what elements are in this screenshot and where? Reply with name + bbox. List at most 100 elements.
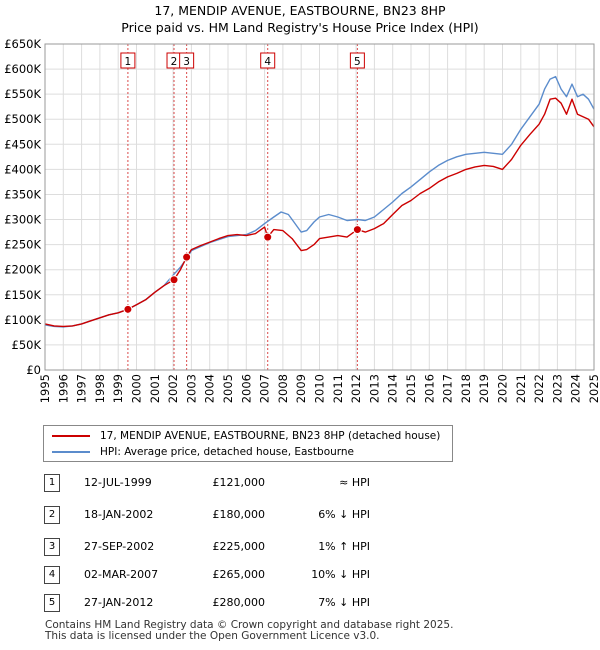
- legend-label-property: 17, MENDIP AVENUE, EASTBOURNE, BN23 8HP …: [100, 430, 441, 442]
- sale-label-number: 1: [125, 56, 132, 68]
- x-tick-label: 2003: [184, 374, 198, 403]
- footer-copyright: Contains HM Land Registry data © Crown c…: [45, 619, 454, 631]
- x-tick-label: 2019: [477, 374, 491, 403]
- x-tick-label: 2012: [349, 374, 363, 403]
- x-tick-label: 2007: [258, 374, 272, 403]
- legend-swatch-hpi: [52, 451, 90, 453]
- transaction-price: £265,000: [212, 568, 266, 581]
- chart-subtitle: Price paid vs. HM Land Registry's House …: [121, 20, 479, 35]
- transaction-number: 5: [44, 594, 60, 612]
- sale-label-number: 3: [183, 56, 190, 68]
- x-tick-label: 2013: [367, 374, 381, 403]
- x-tick-label: 2004: [203, 374, 217, 403]
- transaction-price: £280,000: [212, 596, 266, 609]
- sale-point: [263, 232, 273, 242]
- y-tick-label: £200K: [4, 263, 41, 277]
- transaction-hpi: 10% ↓ HPI: [311, 568, 370, 581]
- x-tick-label: 2009: [294, 374, 308, 403]
- property-price-line: [44, 97, 595, 328]
- grid: [44, 43, 595, 371]
- transaction-row: 3 27-SEP-2002 £225,000 1% ↑ HPI: [0, 537, 600, 557]
- transaction-row: 1 12-JUL-1999 £121,000 ≈ HPI: [0, 473, 600, 493]
- chart-title-block: 17, MENDIP AVENUE, EASTBOURNE, BN23 8HP …: [0, 2, 600, 36]
- chart-title: 17, MENDIP AVENUE, EASTBOURNE, BN23 8HP: [154, 3, 446, 18]
- y-tick-label: £50K: [12, 338, 42, 352]
- sale-point: [182, 252, 192, 262]
- sale-point: [169, 275, 179, 285]
- sale-label-number: 5: [354, 56, 361, 68]
- y-tick-label: £500K: [4, 112, 41, 126]
- series-lines: [44, 75, 595, 328]
- sale-label-number: 4: [264, 56, 271, 68]
- y-tick-label: £650K: [4, 37, 41, 51]
- transaction-price: £225,000: [212, 540, 266, 553]
- x-tick-label: 1999: [111, 374, 125, 403]
- x-tick-label: 2005: [221, 374, 235, 403]
- sale-label-box: [260, 52, 276, 69]
- y-tick-label: £100K: [4, 313, 41, 327]
- sale-point: [123, 304, 133, 314]
- transaction-date: 18-JAN-2002: [84, 508, 154, 521]
- x-tick-label: 2023: [550, 374, 564, 403]
- y-tick-label: £250K: [4, 238, 41, 252]
- transaction-price: £121,000: [212, 476, 266, 489]
- transaction-hpi: 6% ↓ HPI: [318, 508, 370, 521]
- plot-frame: [44, 43, 595, 371]
- x-tick-label: 2022: [532, 374, 546, 403]
- sale-label-box: [349, 52, 365, 69]
- x-tick-label: 2006: [239, 374, 253, 403]
- x-tick-label: 1995: [38, 374, 52, 403]
- x-tick-label: 2011: [331, 374, 345, 403]
- y-tick-label: £400K: [4, 162, 41, 176]
- footer: Contains HM Land Registry data © Crown c…: [45, 620, 453, 642]
- legend-label-hpi: HPI: Average price, detached house, East…: [100, 446, 355, 458]
- x-tick-label: 2015: [404, 374, 418, 403]
- transaction-date: 02-MAR-2007: [84, 568, 159, 581]
- x-tick-label: 2025: [587, 374, 600, 403]
- y-tick-label: £600K: [4, 62, 41, 76]
- transaction-price: £180,000: [212, 508, 266, 521]
- axes: £0 £50K £100K £150K £200K £250K £300K £350K £400…: [4, 37, 600, 403]
- legend: 17, MENDIP AVENUE, EASTBOURNE, BN23 8HP …: [43, 425, 453, 462]
- x-tick-label: 1998: [93, 374, 107, 403]
- x-tick-label: 2008: [276, 374, 290, 403]
- sale-label-number: 2: [171, 56, 178, 68]
- x-tick-label: 2018: [459, 374, 473, 403]
- x-tick-label: 2002: [166, 374, 180, 403]
- x-tick-label: 1997: [75, 374, 89, 403]
- transaction-date: 27-JAN-2012: [84, 596, 154, 609]
- legend-item-hpi: HPI: Average price, detached house, East…: [52, 444, 354, 460]
- x-tick-label: 2017: [441, 374, 455, 403]
- footer-licence: This data is licensed under the Open Gov…: [45, 630, 380, 642]
- sale-point: [352, 225, 362, 235]
- legend-swatch-property: [52, 435, 90, 437]
- x-tick-label: 2020: [496, 374, 510, 403]
- x-tick-label: 2024: [569, 374, 583, 403]
- y-tick-label: £550K: [4, 87, 41, 101]
- transaction-number: 3: [44, 538, 60, 556]
- transaction-number: 2: [44, 506, 60, 524]
- x-tick-label: 2021: [514, 374, 528, 403]
- y-tick-label: £0: [26, 363, 41, 377]
- sale-label-box: [179, 52, 195, 69]
- sale-points: [123, 225, 362, 314]
- transaction-number: 4: [44, 566, 60, 584]
- transaction-hpi: ≈ HPI: [339, 476, 370, 489]
- transaction-date: 27-SEP-2002: [84, 540, 155, 553]
- transaction-date: 12-JUL-1999: [84, 476, 152, 489]
- sale-label-box: [120, 52, 136, 69]
- y-tick-label: £300K: [4, 213, 41, 227]
- x-tick-label: 2014: [386, 374, 400, 403]
- transaction-row: 4 02-MAR-2007 £265,000 10% ↓ HPI: [0, 565, 600, 585]
- x-tick-label: 2000: [130, 374, 144, 403]
- y-tick-label: £450K: [4, 137, 41, 151]
- transaction-hpi: 7% ↓ HPI: [318, 596, 370, 609]
- x-tick-label: 2010: [313, 374, 327, 403]
- y-tick-label: £350K: [4, 187, 41, 201]
- x-tick-label: 1996: [56, 374, 70, 403]
- x-tick-label: 2001: [148, 374, 162, 403]
- transaction-row: 5 27-JAN-2012 £280,000 7% ↓ HPI: [0, 593, 600, 613]
- x-tick-label: 2016: [422, 374, 436, 403]
